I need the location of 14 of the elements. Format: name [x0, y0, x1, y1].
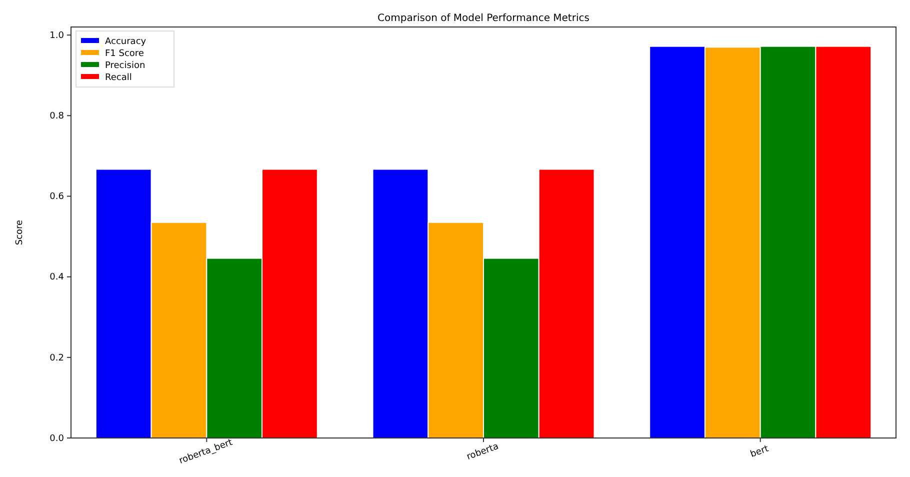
- legend-label: Accuracy: [105, 37, 147, 47]
- legend-label: Recall: [105, 73, 132, 83]
- y-tick-label: 1.0: [50, 30, 64, 41]
- y-tick-label: 0.0: [50, 434, 64, 444]
- y-tick-label: 0.6: [50, 192, 64, 202]
- legend-label: Precision: [105, 61, 146, 71]
- y-tick-label: 0.4: [50, 272, 64, 283]
- x-tick-label: bert: [749, 444, 770, 460]
- chart-title: Comparison of Model Performance Metrics: [378, 13, 590, 24]
- y-axis-title: Score: [15, 219, 25, 246]
- legend-label: F1 Score: [105, 49, 144, 59]
- y-tick-label: 0.2: [50, 353, 64, 364]
- x-tick-label: roberta: [466, 442, 500, 462]
- y-tick-label: 0.8: [50, 112, 64, 122]
